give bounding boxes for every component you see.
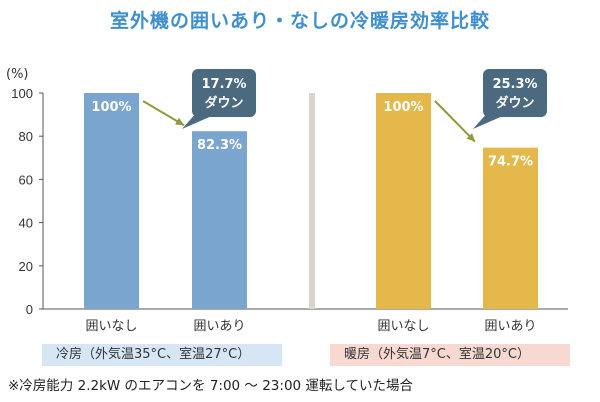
bar: [84, 93, 139, 309]
group-divider: [309, 93, 315, 309]
callout-down-label: ダウン: [495, 95, 534, 111]
bar: [192, 131, 247, 309]
bar: [483, 147, 538, 309]
y-tick-label: 40: [19, 216, 33, 231]
heating-condition-caption: 暖房（外気温7°C、室温20°C）: [330, 344, 570, 366]
x-category-label: 囲いなし: [377, 319, 429, 334]
cooling-condition-caption: 冷房（外気温35°C、室温27°C）: [42, 344, 282, 366]
x-category-label: 囲いあり: [193, 319, 245, 334]
callout-percent: 25.3%: [492, 77, 537, 92]
decrease-arrow-head: [175, 117, 184, 126]
x-category-label: 囲いあり: [484, 319, 536, 334]
y-tick-label: 80: [19, 129, 33, 144]
y-tick-label: 60: [19, 172, 33, 187]
chart-title: 室外機の囲いあり・なしの冷暖房効率比較: [109, 10, 490, 32]
x-category-label: 囲いなし: [85, 319, 137, 334]
bar-value-label: 100%: [383, 100, 423, 115]
bar-value-label: 82.3%: [197, 138, 242, 153]
callout-pointer: [182, 111, 214, 129]
bar: [376, 93, 431, 309]
callout-down-label: ダウン: [204, 95, 243, 111]
y-tick-label: 100: [11, 86, 33, 101]
y-tick-label: 0: [26, 302, 33, 317]
callout-bubble: [483, 69, 547, 117]
decrease-arrow-line: [434, 100, 476, 143]
callout-pointer: [473, 111, 505, 129]
y-axis-unit: (%): [6, 67, 29, 82]
bar-value-label: 74.7%: [488, 155, 533, 170]
footnote: ※冷房能力 2.2kW のエアコンを 7:00 ～ 23:00 運転していた場合: [8, 378, 414, 394]
y-tick-label: 20: [19, 259, 33, 274]
callout-percent: 17.7%: [201, 77, 246, 92]
decrease-arrow-head: [466, 133, 475, 142]
bar-value-label: 100%: [91, 100, 131, 115]
callout-bubble: [192, 69, 256, 117]
